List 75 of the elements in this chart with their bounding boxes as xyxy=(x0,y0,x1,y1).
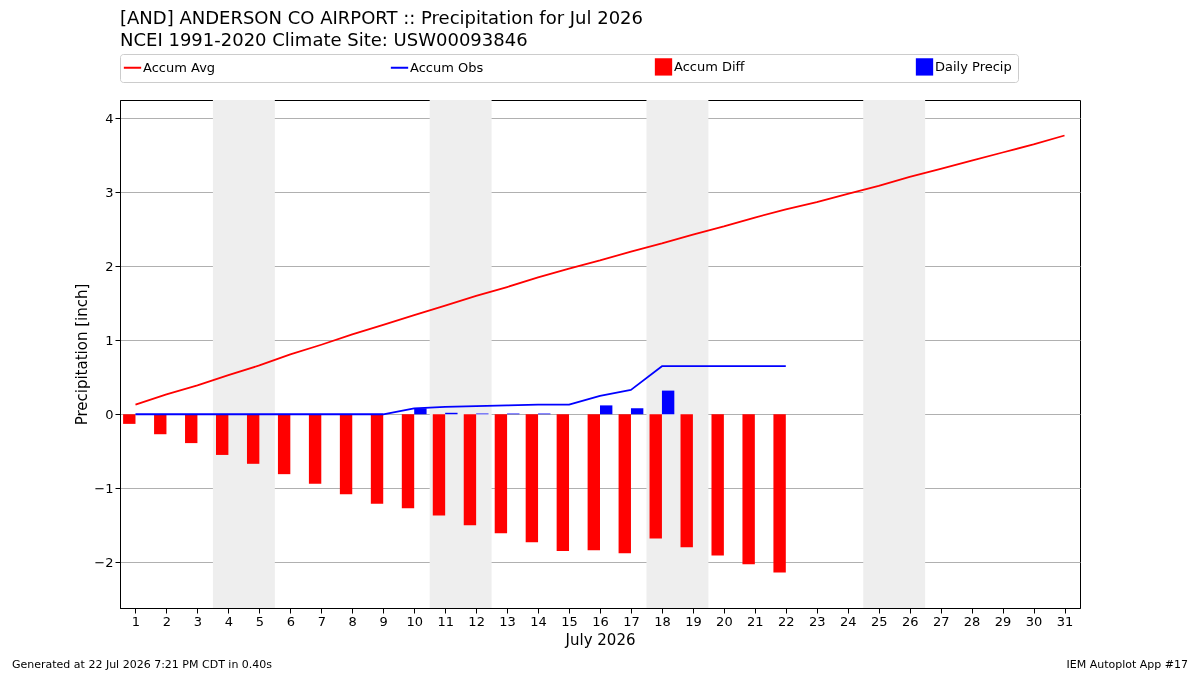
legend-label: Accum Diff xyxy=(674,58,746,74)
legend-label: Accum Obs xyxy=(410,59,484,75)
text: Generated at 22 Jul 2026 7:21 PM CDT in 0.40s xyxy=(12,658,273,671)
x-tick-label: 15 xyxy=(561,613,578,629)
x-tick-label: 13 xyxy=(499,613,516,629)
bar xyxy=(661,390,675,415)
chart-subtitle: NCEI 1991-2020 Climate Site: USW00093846 xyxy=(120,28,528,50)
x-tick-label: 6 xyxy=(286,613,295,629)
legend-label: Accum Avg xyxy=(143,59,216,75)
bar xyxy=(525,414,539,543)
x-tick-label: 20 xyxy=(716,613,733,629)
y-tick-label: −2 xyxy=(94,554,114,570)
x-axis-title: July 2026 xyxy=(564,630,636,649)
bar xyxy=(185,414,198,444)
bar xyxy=(600,405,613,415)
bar xyxy=(123,414,136,424)
x-tick-label: 21 xyxy=(747,613,764,629)
x-tick-label: 2 xyxy=(162,613,172,629)
bar xyxy=(277,414,291,475)
x-tick-label: 28 xyxy=(963,613,981,629)
bar xyxy=(711,414,724,556)
bar xyxy=(618,414,631,554)
bar xyxy=(680,414,693,548)
bar xyxy=(154,414,167,435)
y-axis-title: Precipitation [inch] xyxy=(73,283,92,426)
x-tick-label: 1 xyxy=(131,613,141,629)
line-series xyxy=(134,134,1066,406)
bar xyxy=(463,414,477,526)
x-tick-label: 17 xyxy=(623,613,640,629)
bar xyxy=(308,414,322,484)
bar xyxy=(773,414,786,573)
bar xyxy=(742,414,755,565)
legend-label: Daily Precip xyxy=(935,58,1012,74)
bar xyxy=(370,414,384,504)
x-tick-label: 29 xyxy=(994,613,1012,629)
y-tick-label: 2 xyxy=(105,258,114,274)
x-tick-label: 31 xyxy=(1056,613,1074,629)
y-tick-label: 1 xyxy=(105,332,114,348)
x-tick-label: 4 xyxy=(224,613,234,629)
x-tick-label: 22 xyxy=(778,613,795,629)
x-tick-label: 30 xyxy=(1025,613,1043,629)
x-tick-label: 25 xyxy=(870,613,888,629)
x-tick-label: 9 xyxy=(379,613,388,629)
bar xyxy=(587,414,600,551)
text: IEM Autoplot App #17 xyxy=(1066,658,1188,671)
y-tick-label: −1 xyxy=(94,480,114,496)
bar xyxy=(339,414,353,495)
x-tick-label: 5 xyxy=(255,613,264,629)
x-tick-label: 8 xyxy=(348,613,357,629)
bar xyxy=(401,414,415,509)
x-tick-label: 19 xyxy=(685,613,702,629)
x-tick-label: 27 xyxy=(932,613,950,629)
bar xyxy=(246,414,260,464)
x-tick-label: 12 xyxy=(468,613,485,629)
x-tick-label: 23 xyxy=(809,613,826,629)
y-tick-label: 4 xyxy=(105,110,114,126)
x-tick-label: 11 xyxy=(437,613,454,629)
y-tick-label: 3 xyxy=(105,184,114,200)
x-tick-label: 16 xyxy=(592,613,609,629)
bar xyxy=(649,414,662,539)
bar xyxy=(556,414,570,552)
bar xyxy=(432,414,446,516)
y-tick-label: 0 xyxy=(105,406,114,422)
bar xyxy=(216,414,229,455)
chart-title: [AND] ANDERSON CO AIRPORT :: Precipitation for Jul 2026 xyxy=(120,6,644,28)
x-tick-label: 7 xyxy=(317,613,326,629)
x-tick-label: 26 xyxy=(901,613,919,629)
x-tick-label: 3 xyxy=(193,613,203,629)
line-series xyxy=(134,365,787,416)
x-tick-label: 18 xyxy=(654,613,671,629)
bar xyxy=(494,414,508,534)
x-tick-label: 10 xyxy=(406,613,423,629)
x-tick-label: 14 xyxy=(530,613,547,629)
bar xyxy=(630,408,644,415)
x-tick-label: 24 xyxy=(839,613,857,629)
